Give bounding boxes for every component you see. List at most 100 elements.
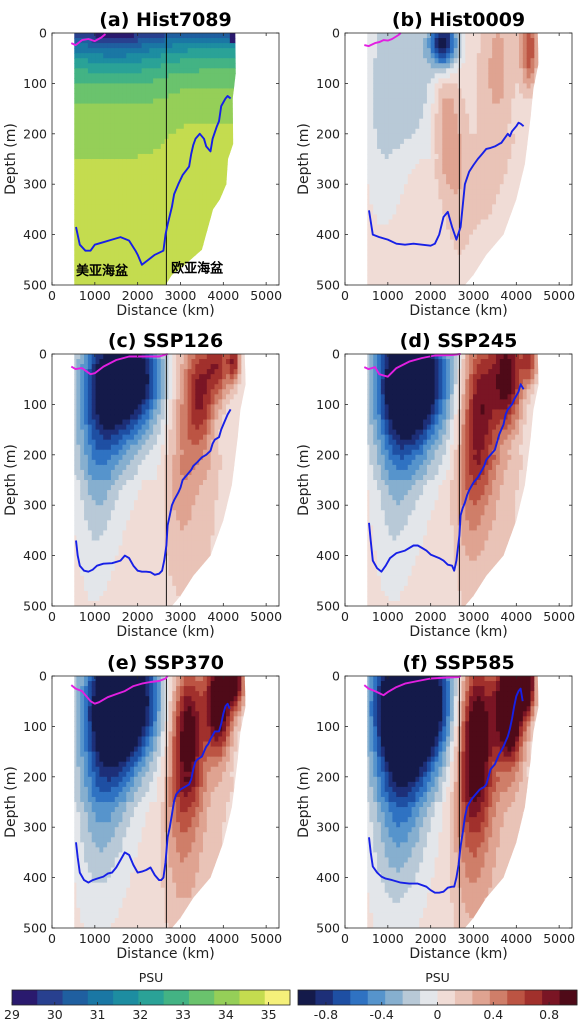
contour-cell [411,244,417,251]
contour-cell [103,48,108,54]
contour-cell [191,48,196,54]
contour-cell [400,103,405,110]
contour-cell [110,164,116,170]
contour-cell [74,515,77,521]
contour-cell [114,103,120,110]
contour-cell [499,73,505,79]
contour-cell [202,184,208,190]
contour-cell [218,153,223,160]
contour-cell [222,58,227,64]
contour-cell [226,73,231,79]
contour-cell [507,43,512,49]
contour-cell [392,93,397,100]
contour-cell [446,38,451,44]
contour-cell [168,229,173,236]
contour-cell [453,98,459,105]
contour-cell [415,204,420,210]
contour-cell [526,204,532,210]
contour-cell [438,33,443,39]
contour-cell [403,148,409,155]
contour-cell [426,53,432,59]
contour-cell [446,148,451,155]
contour-cell [245,68,249,74]
contour-cell [118,78,124,84]
contour-cell [534,219,539,226]
contour-cell [492,63,497,69]
contour-cell [126,88,131,95]
contour-cell [488,48,493,54]
contour-cell [149,274,154,281]
contour-cell [118,133,124,140]
contour-cell [411,68,417,74]
contour-cell [367,269,370,276]
contour-cell [367,68,370,74]
contour-cell [426,118,432,125]
contour-cell [130,43,135,49]
contour-cell [74,68,77,74]
contour-cell [522,189,528,195]
contour-cell [476,249,482,256]
contour-cell [141,63,147,69]
contour-cell [503,239,509,246]
contour-cell [446,219,451,226]
contour-cell [392,214,397,221]
contour-cell [415,133,420,140]
contour-cell [499,254,505,261]
contour-cell [423,204,428,210]
contour-cell [495,73,501,79]
contour-cell [149,68,154,74]
contour-cell [238,114,242,120]
contour-cell [218,43,223,49]
contour-cell [126,68,131,74]
contour-cell [141,199,147,205]
contour-cell [99,93,104,100]
contour-cell [76,133,81,140]
contour-cell [499,209,505,216]
contour-cell [172,88,177,95]
contour-cell [392,209,397,216]
contour-cell [430,234,436,241]
contour-cell [84,73,89,79]
contour-cell [110,269,116,276]
contour-cell [430,204,436,210]
contour-cell [367,103,370,110]
contour-cell [191,113,196,120]
contour-cell [384,83,390,90]
contour-cell [172,234,177,241]
contour-cell [415,224,420,231]
contour-cell [110,159,116,165]
contour-cell [149,103,154,110]
contour-cell [377,164,382,170]
contour-cell [367,254,370,261]
contour-cell [114,269,120,276]
contour-cell [206,133,212,140]
contour-cell [488,229,493,236]
contour-cell [426,239,432,246]
contour-cell [430,53,436,59]
contour-cell [156,234,162,241]
contour-cell [241,73,245,79]
contour-cell [465,199,470,205]
contour-cell [103,153,108,160]
contour-cell [145,128,150,135]
contour-cell [187,184,193,190]
contour-cell [107,33,112,39]
contour-cell [195,153,200,160]
contour-cell [507,153,512,160]
contour-cell [110,274,116,281]
contour-cell [519,254,524,261]
contour-cell [80,219,85,226]
contour-cell [110,73,116,79]
contour-cell [110,179,116,185]
contour-cell [495,224,501,231]
contour-cell [449,169,455,175]
x-tick-label: 0 [341,288,349,303]
contour-cell [511,254,516,261]
contour-cell [118,204,124,210]
contour-cell [238,99,242,105]
contour-cell [87,565,93,572]
contour-cell [526,123,532,130]
contour-cell [103,123,108,130]
contour-cell [423,179,428,185]
contour-cell [145,43,150,49]
